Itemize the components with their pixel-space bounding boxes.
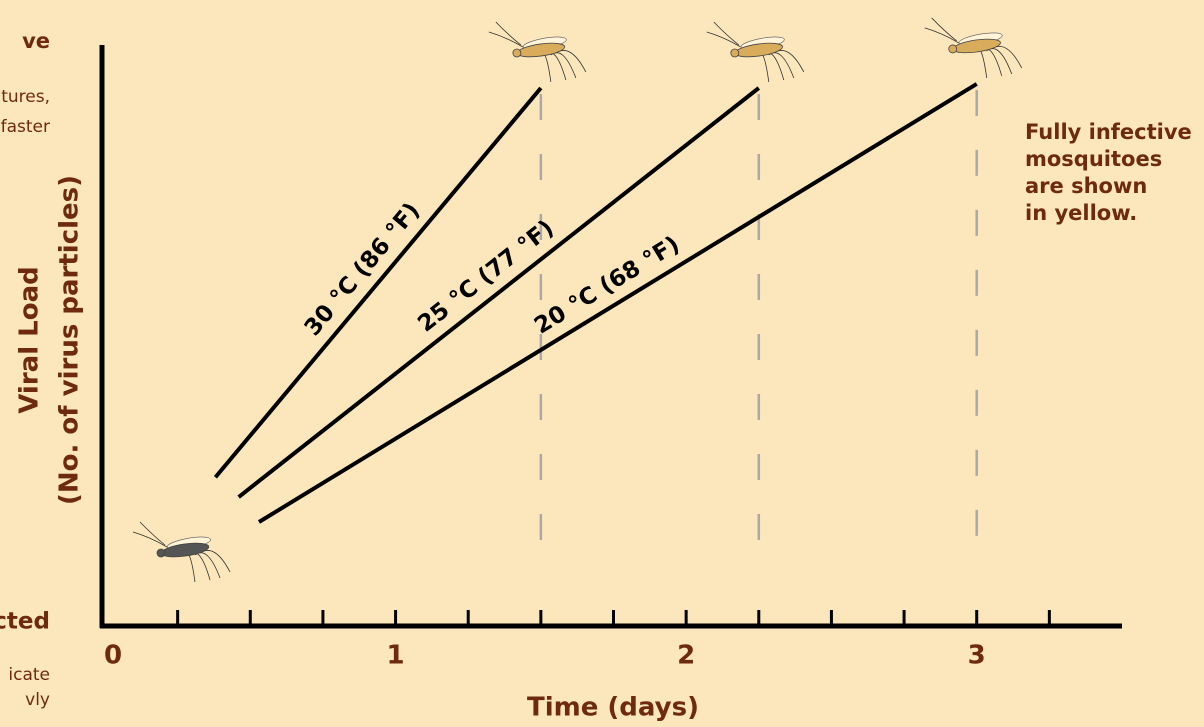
annotation: mosquitoes xyxy=(1025,147,1162,171)
background xyxy=(0,0,1204,727)
annotation: in yellow. xyxy=(1025,201,1137,225)
mosquito-head xyxy=(731,49,739,57)
side-text: atures, xyxy=(0,87,50,107)
side-text: faster xyxy=(1,117,50,137)
annotation: are shown xyxy=(1025,174,1147,198)
mosquito-head xyxy=(157,549,165,557)
chart: Time (days) Viral Load (No. of virus par… xyxy=(0,0,1204,727)
annotation: Fully infective xyxy=(1025,120,1192,144)
x-axis-label: Time (days) xyxy=(527,693,699,723)
x-tick-label: 2 xyxy=(677,641,695,671)
y-axis-label: (No. of virus particles) xyxy=(55,175,85,505)
mosquito-head xyxy=(949,45,957,53)
mosquito-head xyxy=(513,49,521,57)
x-tick-label: 1 xyxy=(387,641,405,671)
x-tick-label: 3 xyxy=(968,641,986,671)
y-axis-label: Viral Load xyxy=(15,266,45,414)
side-text: ve xyxy=(22,29,50,53)
side-text: vly xyxy=(25,690,50,710)
side-text: icate xyxy=(8,665,50,685)
x-tick-label: 0 xyxy=(104,641,122,671)
side-text: cted xyxy=(0,609,50,635)
